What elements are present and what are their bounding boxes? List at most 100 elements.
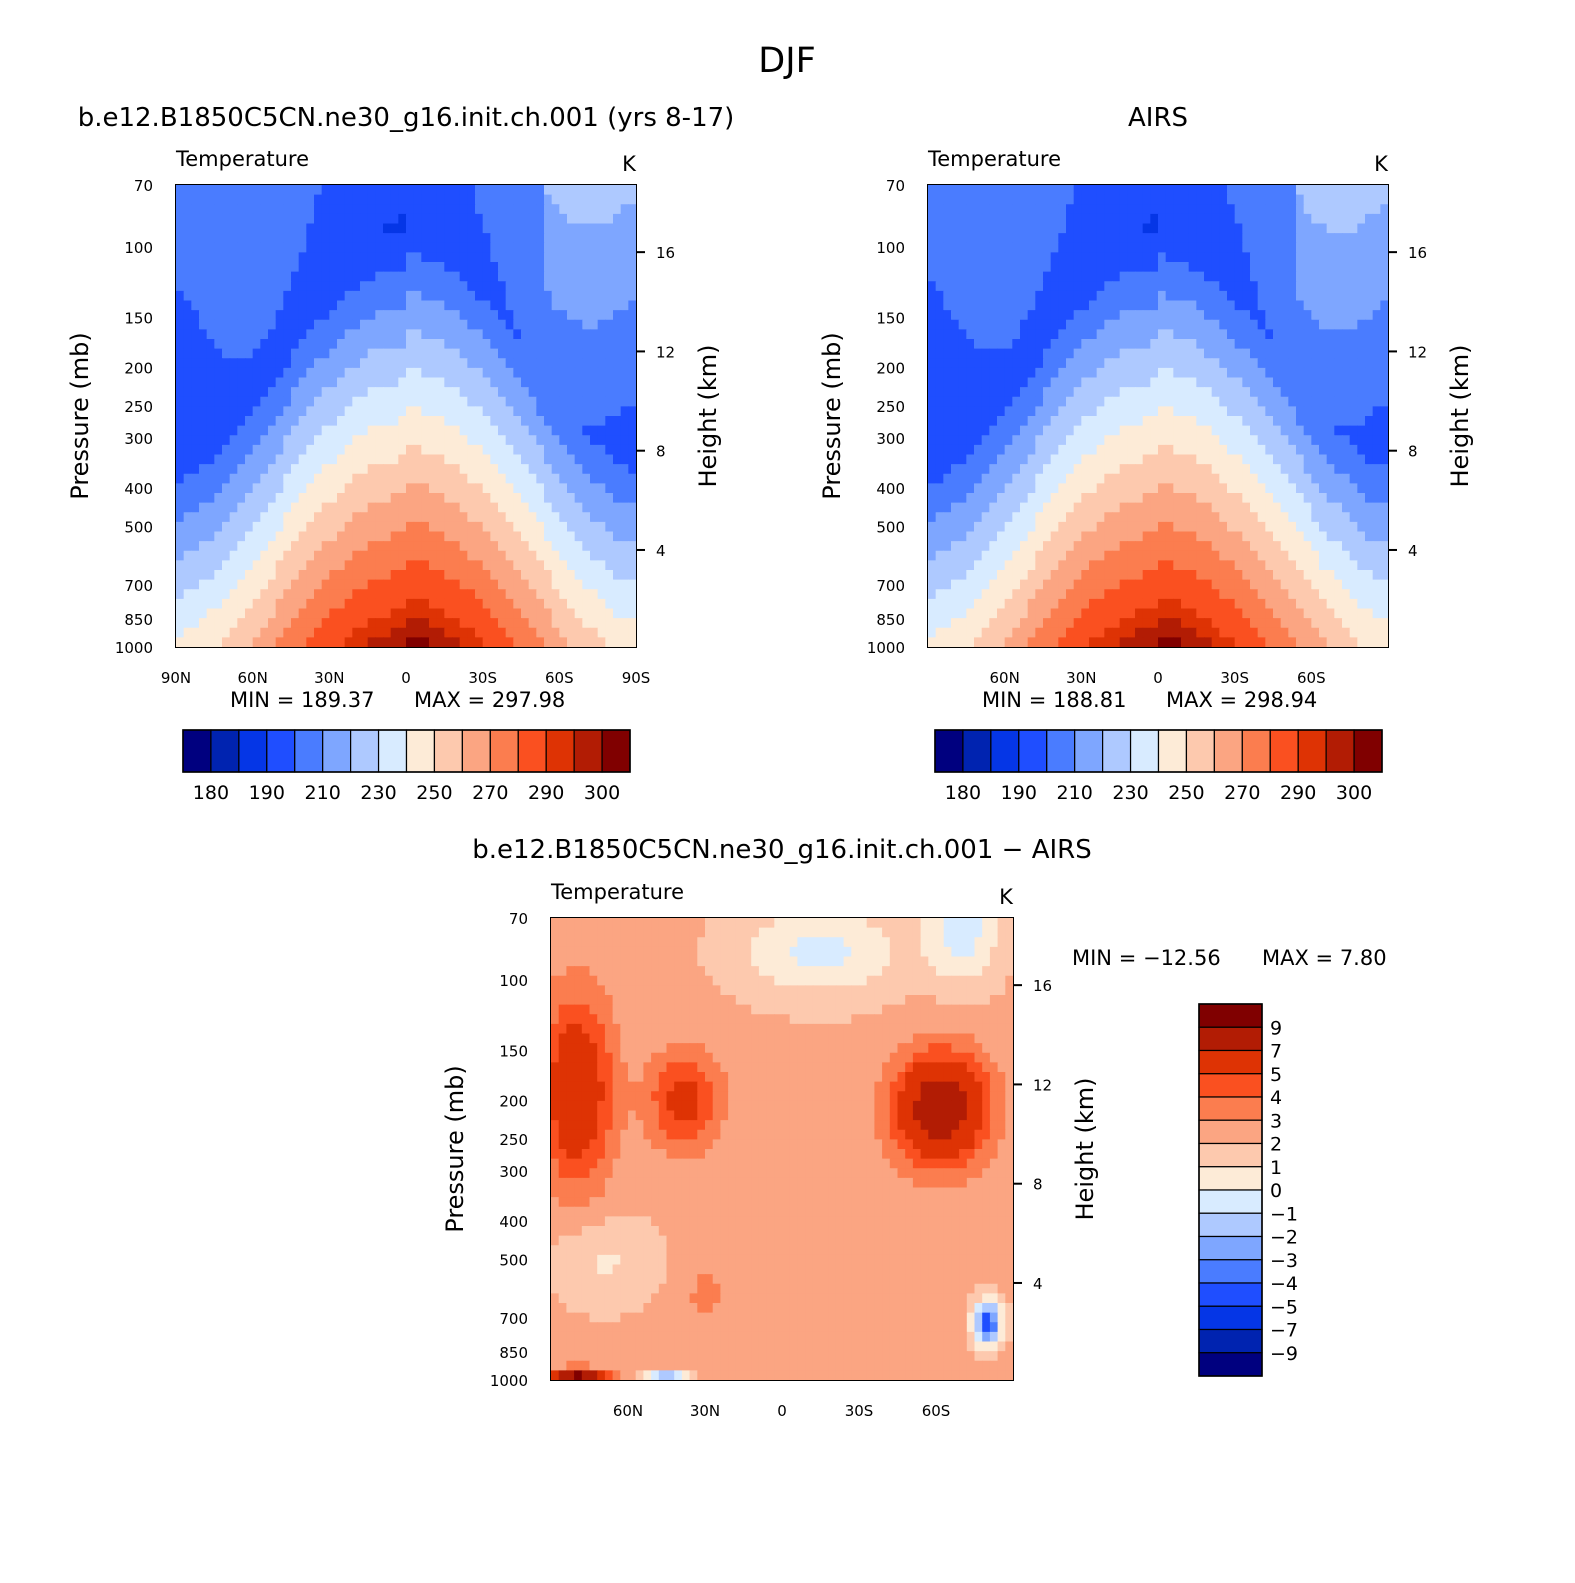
contour-cell xyxy=(414,262,422,272)
contour-cell xyxy=(1043,378,1051,388)
contour-cell xyxy=(1242,329,1250,339)
contour-cell xyxy=(575,637,583,647)
colorbar-box xyxy=(1019,730,1047,772)
contour-cell xyxy=(176,387,184,397)
contour-cell xyxy=(1120,445,1128,455)
contour-cell xyxy=(1334,291,1342,301)
contour-cell xyxy=(1227,272,1235,282)
contour-cell xyxy=(1212,195,1220,205)
contour-cell xyxy=(506,512,514,522)
contour-cell xyxy=(582,628,590,638)
contour-cell xyxy=(1173,426,1181,436)
contour-cell xyxy=(253,339,261,349)
contour-cell xyxy=(1104,233,1112,243)
contour-cell xyxy=(997,349,1005,359)
contour-cell xyxy=(559,378,567,388)
contour-cell xyxy=(529,281,537,291)
contour-cell xyxy=(184,224,192,234)
contour-cell xyxy=(1357,329,1365,339)
contour-cell xyxy=(337,618,345,628)
contour-cell xyxy=(1127,349,1135,359)
y-tick-label: 300 xyxy=(124,430,153,448)
contour-cell xyxy=(176,503,184,513)
contour-cell xyxy=(299,589,307,599)
panel-subtitle-units: K xyxy=(1374,152,1389,176)
contour-cell xyxy=(398,329,406,339)
contour-cell xyxy=(429,320,437,330)
contour-cell xyxy=(536,532,544,542)
contour-cell xyxy=(414,503,422,513)
contour-cell xyxy=(506,474,514,484)
contour-cell xyxy=(613,387,621,397)
contour-cell xyxy=(621,252,629,262)
contour-cell xyxy=(421,406,429,416)
contour-cell xyxy=(567,358,575,368)
contour-cell xyxy=(322,416,330,426)
contour-cell xyxy=(1250,243,1258,253)
contour-cell xyxy=(245,532,253,542)
contour-cell xyxy=(1127,252,1135,262)
contour-cell xyxy=(1089,368,1097,378)
contour-cell xyxy=(1074,320,1082,330)
contour-cell xyxy=(1005,339,1013,349)
contour-cell xyxy=(1304,474,1312,484)
contour-cell xyxy=(582,214,590,224)
contour-cell xyxy=(1135,272,1143,282)
contour-cell xyxy=(1327,252,1335,262)
contour-cell xyxy=(1204,406,1212,416)
contour-cell xyxy=(475,532,483,542)
contour-cell xyxy=(406,464,414,474)
contour-cell xyxy=(283,570,291,580)
contour-cell xyxy=(1166,368,1174,378)
contour-cell xyxy=(1327,368,1335,378)
contour-cell xyxy=(1012,378,1020,388)
contour-cell xyxy=(1150,435,1158,445)
contour-cell xyxy=(498,416,506,426)
contour-cell xyxy=(552,195,560,205)
contour-cell xyxy=(559,329,567,339)
contour-cell xyxy=(1173,368,1181,378)
contour-cell xyxy=(521,464,529,474)
contour-cell xyxy=(1196,426,1204,436)
contour-cell xyxy=(483,435,491,445)
contour-cell xyxy=(997,262,1005,272)
contour-cell xyxy=(222,358,230,368)
contour-cell xyxy=(536,320,544,330)
colorbar-label: 250 xyxy=(1168,782,1204,804)
contour-cell xyxy=(582,291,590,301)
contour-cell xyxy=(1035,291,1043,301)
contour-cell xyxy=(1166,339,1174,349)
contour-cell xyxy=(1281,464,1289,474)
contour-cell xyxy=(513,416,521,426)
contour-cell xyxy=(1074,243,1082,253)
contour-cell xyxy=(230,214,238,224)
contour-cell xyxy=(207,503,215,513)
contour-cell xyxy=(222,609,230,619)
contour-cell xyxy=(1051,272,1059,282)
contour-cell xyxy=(1235,185,1243,195)
contour-cell xyxy=(1212,301,1220,311)
contour-cell xyxy=(191,599,199,609)
contour-cell xyxy=(567,291,575,301)
contour-cell xyxy=(383,185,391,195)
contour-cell xyxy=(1035,483,1043,493)
contour-cell xyxy=(1373,204,1381,214)
contour-cell xyxy=(276,512,284,522)
contour-cell xyxy=(437,455,445,465)
contour-cell xyxy=(360,243,368,253)
contour-cell xyxy=(283,272,291,282)
contour-cell xyxy=(245,455,253,465)
contour-cell xyxy=(1288,426,1296,436)
contour-cell xyxy=(613,541,621,551)
contour-cell xyxy=(207,637,215,647)
contour-cell xyxy=(444,310,452,320)
contour-cell xyxy=(1012,262,1020,272)
contour-cell xyxy=(513,329,521,339)
contour-cell xyxy=(521,483,529,493)
contour-cell xyxy=(414,483,422,493)
contour-cell xyxy=(1196,204,1204,214)
contour-cell xyxy=(575,628,583,638)
contour-cell xyxy=(329,464,337,474)
contour-cell xyxy=(276,570,284,580)
contour-cell xyxy=(1066,387,1074,397)
